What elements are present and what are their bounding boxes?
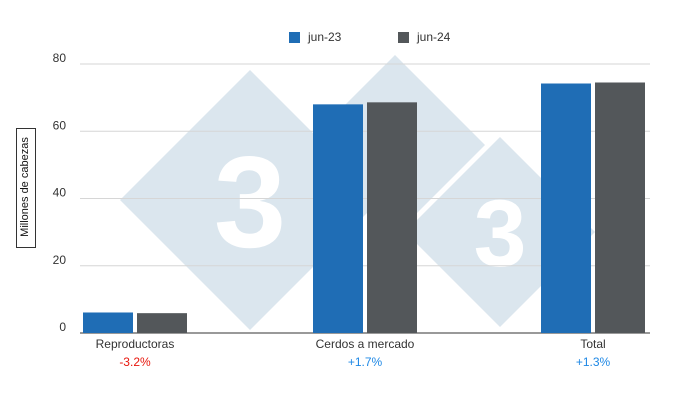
- legend-item-jun-24: jun-24: [398, 30, 450, 44]
- axis-labels: 0 20 40 60 80 Reproductoras -3.2% Cerdos a merc…: [53, 51, 611, 369]
- watermark-glyph: 3: [214, 129, 286, 275]
- x-tick-label: Reproductoras: [96, 337, 175, 351]
- bar-jun-23-1: [313, 104, 363, 333]
- x-tick-label: Total: [580, 337, 605, 351]
- change-label: +1.3%: [576, 355, 611, 369]
- y-tick-label: 40: [53, 186, 67, 200]
- y-tick-label: 80: [53, 51, 67, 65]
- legend-item-jun-23: jun-23: [289, 30, 341, 44]
- y-tick-label: 60: [53, 118, 67, 132]
- legend-label-jun-24: jun-24: [417, 30, 451, 44]
- y-axis-label-box: [16, 128, 36, 248]
- bar-jun-23-2: [541, 83, 591, 333]
- bar-jun-24-2: [595, 82, 645, 334]
- change-label: +1.7%: [348, 355, 383, 369]
- bar-jun-24-0: [137, 313, 187, 333]
- bars: [83, 82, 645, 334]
- bar-jun-23-0: [83, 312, 133, 333]
- y-axis-title: Millones de cabezas: [19, 137, 31, 237]
- legend-label-jun-23: jun-23: [308, 30, 342, 44]
- y-tick-label: 20: [53, 253, 67, 267]
- change-label: -3.2%: [119, 355, 151, 369]
- watermark-glyph: 3: [474, 181, 527, 287]
- legend-swatch-jun-23: [289, 31, 300, 43]
- legend-swatch-jun-24: [398, 31, 409, 43]
- bar-jun-24-1: [367, 102, 417, 334]
- y-tick-label: 0: [59, 320, 66, 334]
- x-tick-label: Cerdos a mercado: [316, 337, 415, 351]
